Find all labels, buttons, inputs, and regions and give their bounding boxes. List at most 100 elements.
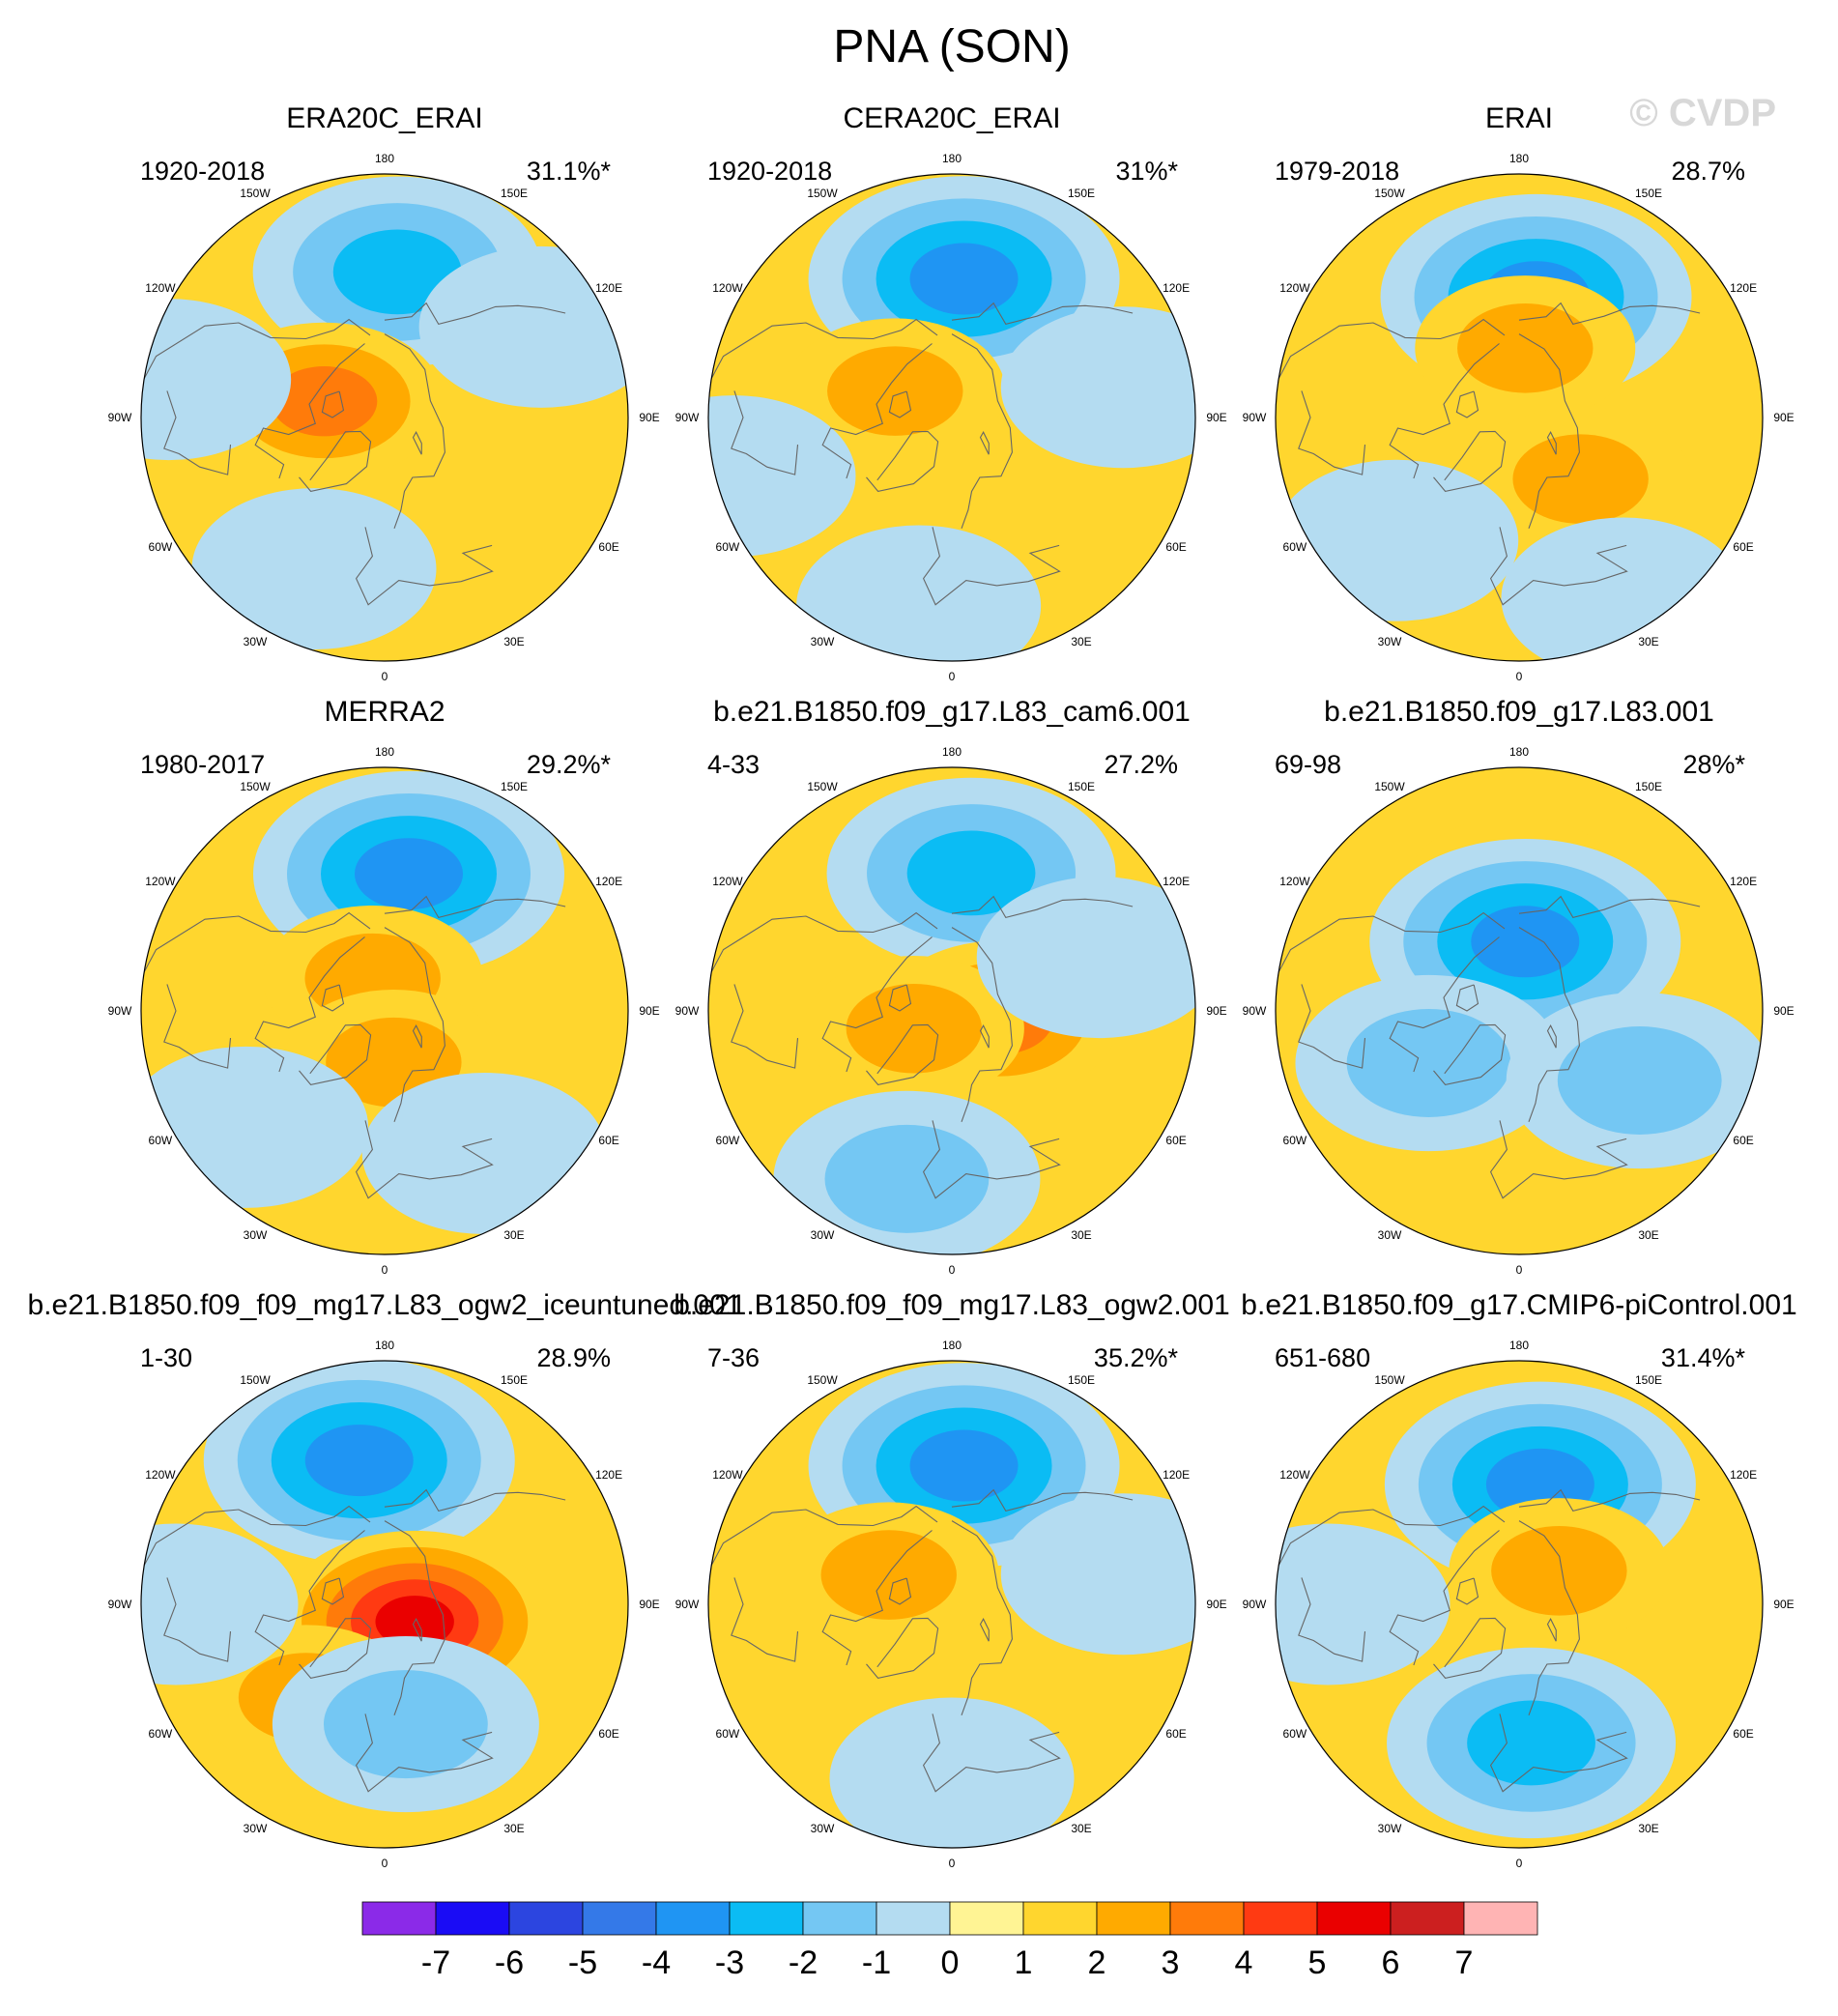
colorbar-swatch — [729, 1901, 804, 1936]
longitude-label: 120E — [1730, 1468, 1757, 1482]
panel-title: MERRA2 — [324, 696, 445, 728]
coastlines — [1276, 302, 1701, 606]
anomaly-negative-2 — [1387, 1647, 1677, 1839]
contour-level — [1000, 1493, 1195, 1656]
map-border — [140, 1360, 629, 1849]
panel-erai: 180 150E 120E 90E 60E 30E 0 30W 60W 90W 120W 150W ER… — [1243, 102, 1795, 683]
anomaly-positive-2 — [803, 956, 1024, 1102]
coastline — [731, 1577, 799, 1662]
contour-level — [1346, 1009, 1511, 1117]
coastline — [979, 1618, 990, 1642]
coastline — [866, 1023, 939, 1086]
longitude-label: 0 — [382, 670, 388, 683]
panel-variance: 35.2%* — [1094, 1343, 1179, 1372]
colorbar-swatch — [949, 1901, 1024, 1936]
coastline — [355, 1120, 494, 1199]
longitude-label: 30E — [503, 1228, 524, 1242]
longitude-label: 60W — [149, 540, 173, 554]
coastline — [821, 1530, 933, 1666]
panel-variance: 28%* — [1682, 750, 1745, 779]
longitude-label: 120W — [145, 875, 176, 888]
longitude-label: 180 — [375, 152, 394, 165]
colorbar-swatch — [435, 1901, 510, 1936]
longitude-label: 30E — [1071, 1228, 1091, 1242]
coastline — [1518, 1488, 1701, 1512]
coastline — [384, 927, 445, 1122]
colorbar-tick-label: -3 — [715, 1944, 744, 1981]
longitude-label: 120W — [1279, 875, 1310, 888]
coastline — [1433, 430, 1507, 493]
panel-title: b.e21.B1850.f09_g17.L83.001 — [1324, 696, 1714, 728]
colorbar-swatch — [1096, 1901, 1171, 1936]
coastline — [355, 1714, 494, 1793]
coastline — [708, 318, 938, 441]
coastline — [951, 927, 1013, 1122]
longitude-label: 180 — [942, 152, 962, 165]
contour-level — [141, 1046, 369, 1208]
colorbar-tick-label: 0 — [941, 1944, 960, 1981]
longitude-label: 0 — [382, 1857, 388, 1870]
longitude-label: 90W — [1243, 1004, 1267, 1018]
coastline — [1298, 1577, 1366, 1662]
contour-field — [1276, 1361, 1763, 1848]
longitude-label: 30W — [811, 635, 835, 648]
coastline — [1298, 390, 1366, 475]
coastline — [1455, 390, 1479, 418]
coastline — [951, 302, 1134, 326]
coastline — [1518, 927, 1580, 1122]
anomaly-negative-4 — [708, 395, 856, 558]
colorbar-swatch — [508, 1901, 584, 1936]
panel-period: 4-33 — [707, 750, 760, 779]
panel-merra2: 180 150E 120E 90E 60E 30E 0 30W 60W 90W 120W 150W ME… — [108, 696, 660, 1277]
coastline — [866, 430, 939, 493]
anomaly-negative-3 — [1276, 1523, 1450, 1685]
longitude-label: 90W — [675, 1598, 700, 1611]
contour-level — [820, 1530, 957, 1620]
longitude-label: 30E — [1638, 1822, 1658, 1835]
coastline — [163, 984, 232, 1069]
longitude-label: 0 — [1516, 1263, 1523, 1277]
longitude-label: 60E — [598, 540, 618, 554]
longitude-label: 150W — [807, 187, 838, 200]
contour-level — [141, 299, 292, 461]
anomaly-positive-2 — [1470, 406, 1691, 552]
longitude-label: 60W — [1283, 540, 1307, 554]
anomaly-negative-2 — [796, 525, 1042, 661]
coastline — [1546, 1024, 1557, 1049]
coastline — [141, 318, 371, 441]
coastline — [163, 390, 232, 475]
anomaly-negative-3 — [1000, 1493, 1195, 1656]
longitude-label: 120E — [1730, 875, 1757, 888]
contour-level — [191, 488, 437, 650]
figure-title: PNA (SON) — [833, 21, 1070, 72]
coastline — [1489, 1120, 1628, 1199]
coastline — [141, 1505, 371, 1627]
coastlines — [141, 302, 566, 606]
colorbar-tick-label: -5 — [568, 1944, 597, 1981]
coastline — [979, 1024, 990, 1049]
longitude-label: 150W — [1374, 1373, 1405, 1387]
coastline — [412, 1024, 422, 1049]
coastline — [412, 431, 422, 455]
panel-b-e21-b1850-f09-g17-l83-cam6-001: 180 150E 120E 90E 60E 30E 0 30W 60W 90W 120W 150W b.… — [675, 696, 1227, 1277]
map-border — [140, 766, 629, 1255]
longitude-label: 30W — [1378, 635, 1402, 648]
coastline — [384, 1520, 445, 1715]
longitude-label: 60W — [716, 1727, 740, 1741]
contour-level — [361, 1072, 607, 1234]
coastline — [1546, 431, 1557, 455]
anomaly-negative-3 — [141, 299, 292, 461]
longitude-label: 60W — [1283, 1134, 1307, 1147]
coastline — [384, 333, 445, 529]
panel-period: 1920-2018 — [707, 157, 832, 186]
longitude-label: 90E — [1206, 411, 1226, 424]
anomaly-negative-3 — [1276, 459, 1519, 621]
longitude-label: 60E — [1165, 1727, 1186, 1741]
longitude-label: 90W — [108, 411, 132, 424]
colorbar-tick-label: 4 — [1235, 1944, 1253, 1981]
coastlines — [708, 895, 1134, 1199]
contour-field — [1276, 767, 1763, 1254]
coastline — [731, 984, 799, 1069]
longitude-label: 90E — [1773, 1598, 1794, 1611]
